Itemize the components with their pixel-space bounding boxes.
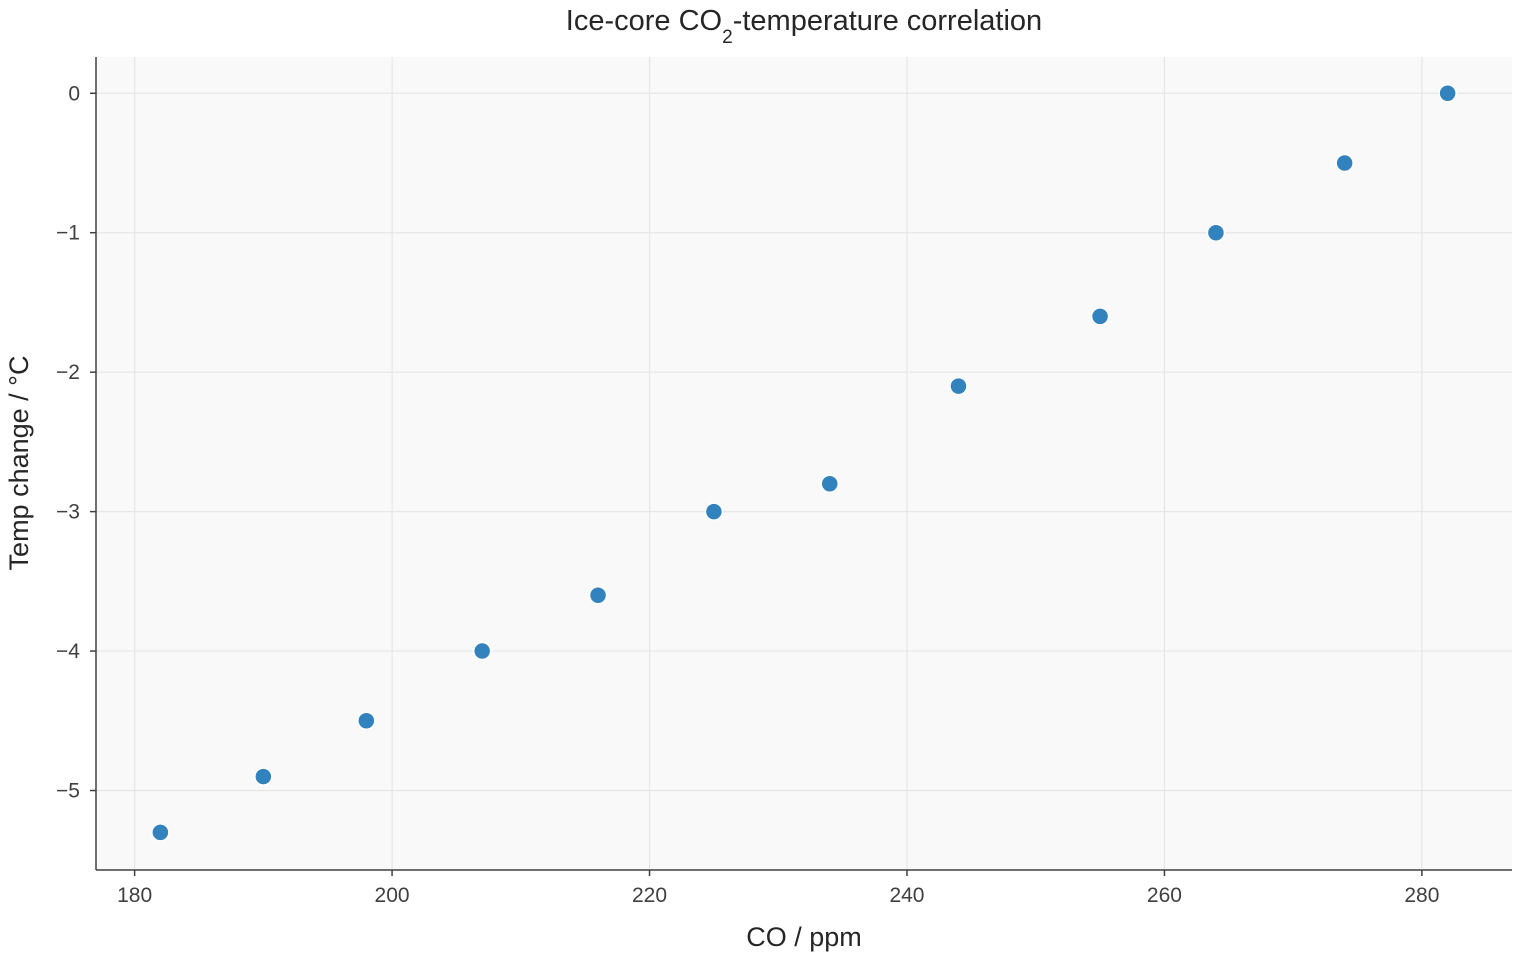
data-point [588,586,608,605]
plot-area [96,57,1512,870]
data-point [1090,307,1110,326]
axis-ticks: 180 200 220 240 260 280 0 −1 −2 −3 −4 −5 [56,82,1439,907]
x-tick-label: 200 [375,884,410,907]
gridlines [96,57,1512,870]
x-tick-label: 280 [1404,884,1439,907]
chart-title-suffix: -temperature correlation [733,5,1042,37]
y-tick-label: −3 [56,501,80,524]
x-tick-label: 260 [1147,884,1182,907]
x-axis-label: CO / ppm [746,922,862,952]
x-tick-label: 240 [889,884,924,907]
y-tick-label: −5 [56,780,80,803]
y-tick-label: 0 [68,82,80,105]
data-point [820,474,839,493]
data-point [949,376,968,396]
chart-title-subscript: 2 [722,27,733,48]
data-point [151,823,170,842]
x-tick-label: 220 [632,884,667,907]
data-point [1438,84,1457,103]
chart-title: Ice-core CO2-temperature correlation [566,5,1042,48]
y-tick-label: −2 [56,361,80,384]
data-point [1335,153,1354,173]
x-tick-label: 180 [117,884,152,907]
data-point [472,641,492,661]
y-tick-label: −1 [56,222,80,245]
y-tick-label: −4 [56,640,80,663]
data-point [254,767,273,786]
y-axis-label: Temp change / °C [4,356,34,571]
data-point [704,502,724,521]
data-points [151,84,1457,842]
data-point [357,711,376,731]
chart-title-prefix: Ice-core CO [566,5,722,37]
data-point [1206,223,1226,242]
